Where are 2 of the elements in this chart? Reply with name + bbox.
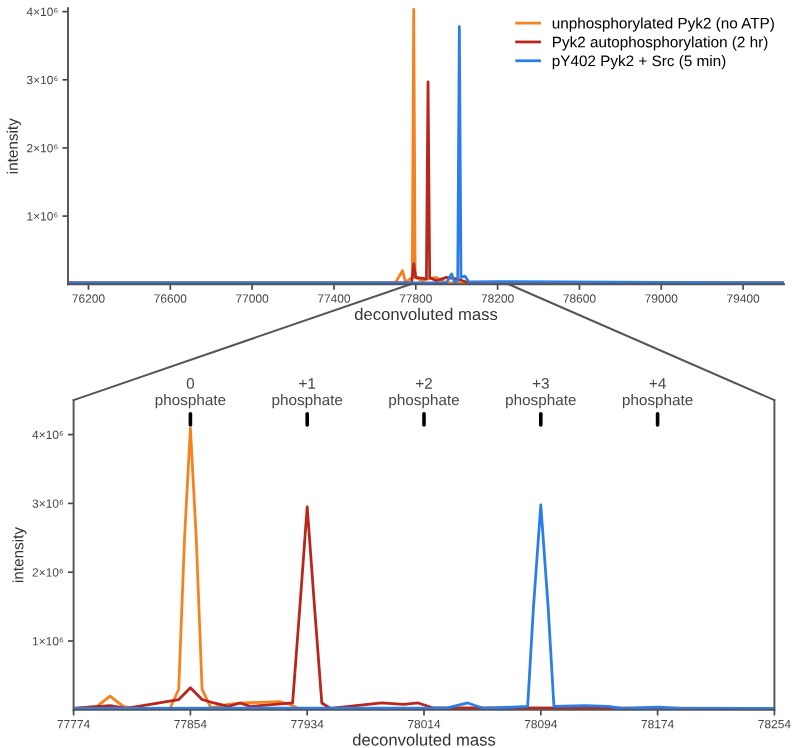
x-axis-title: deconvoluted mass xyxy=(352,733,496,746)
x-axis-title: deconvoluted mass xyxy=(354,307,498,321)
